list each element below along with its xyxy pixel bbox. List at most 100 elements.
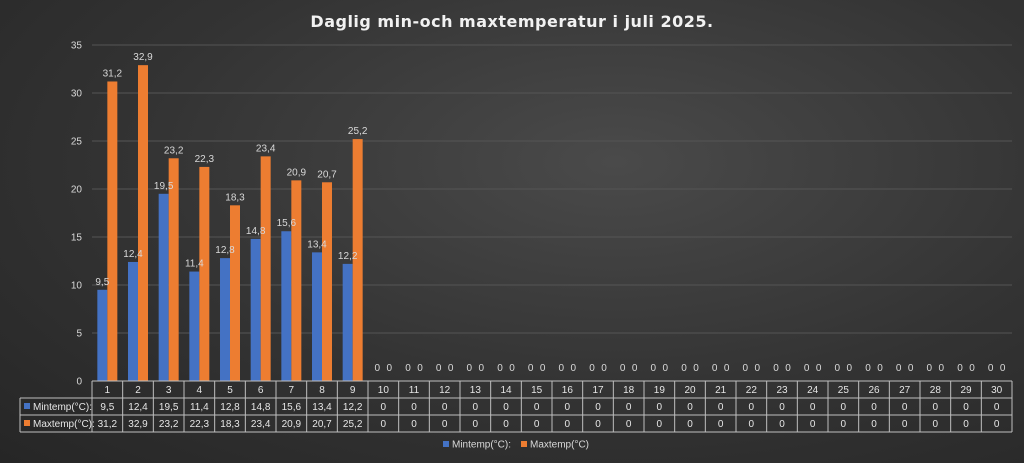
- data-table: 1 2 3 4 5 6 7 8 9 10 11 12 13 14 15 16 17 18 19 20 21 22 23 24 2…: [19, 380, 1013, 433]
- y-tick-label: 0: [76, 377, 82, 388]
- bar-maxtemp: [322, 182, 332, 381]
- table-cell: 32,9: [128, 419, 148, 430]
- table-cell: 14,8: [251, 402, 271, 413]
- bar-maxtemp: [291, 180, 302, 381]
- data-label: 22,3: [195, 154, 215, 165]
- category-label: 10: [378, 385, 390, 396]
- legend-swatch-mintemp: [443, 441, 449, 447]
- table-cell: 0: [718, 402, 724, 413]
- table-cell: 0: [657, 402, 663, 413]
- category-label: 5: [227, 385, 233, 396]
- table-cell: 0: [933, 402, 939, 413]
- table-cell: 0: [963, 402, 969, 413]
- table-cell: 0: [871, 419, 877, 430]
- bar-mintemp: [281, 231, 292, 381]
- data-label: 0: [773, 363, 779, 374]
- bar-maxtemp: [168, 158, 179, 381]
- table-cell: 0: [687, 402, 693, 413]
- category-label: 3: [166, 385, 172, 396]
- bar-maxtemp: [199, 166, 210, 381]
- data-label: 0: [908, 363, 914, 374]
- data-label: 0: [497, 363, 503, 374]
- bar-mintemp: [128, 261, 138, 381]
- table-cell: 0: [411, 419, 417, 430]
- data-label: 9,5: [95, 277, 109, 288]
- y-tick-label: 10: [71, 281, 83, 292]
- bar-mintemp: [97, 289, 108, 381]
- table-cell: 20,9: [282, 419, 302, 430]
- bars: [97, 65, 363, 381]
- data-label: 0: [417, 363, 423, 374]
- table-cell: 12,8: [220, 402, 240, 413]
- table-cell: 0: [841, 419, 847, 430]
- table-cell: 0: [994, 419, 1000, 430]
- table-cell: 0: [565, 419, 571, 430]
- table-cell: 0: [442, 419, 448, 430]
- data-label: 0: [632, 363, 638, 374]
- data-label: 0: [681, 363, 687, 374]
- table-cell: 0: [902, 419, 908, 430]
- table-cell: 0: [810, 419, 816, 430]
- y-tick-label: 30: [71, 89, 83, 100]
- data-label: 23,2: [164, 145, 184, 156]
- category-label: 26: [868, 385, 880, 396]
- data-label: 14,8: [246, 226, 266, 237]
- category-label: 13: [470, 385, 482, 396]
- data-label: 0: [877, 363, 883, 374]
- category-label: 28: [930, 385, 942, 396]
- category-label: 2: [135, 385, 141, 396]
- legend-swatch-maxtemp: [521, 441, 527, 447]
- category-label: 1: [105, 385, 111, 396]
- table-cell: 0: [473, 419, 479, 430]
- table-cell: 23,2: [159, 419, 179, 430]
- data-label: 0: [835, 363, 841, 374]
- table-cell: 25,2: [343, 419, 363, 430]
- data-labels: 9,5 31,2 12,4 32,9 19,5 23,2 11,4 22,3 12,8 18,3 1…: [95, 52, 1006, 374]
- category-label: 15: [531, 385, 543, 396]
- y-tick-label: 25: [71, 137, 83, 148]
- data-label: 0: [693, 363, 699, 374]
- data-label: 0: [387, 363, 393, 374]
- category-label: 29: [960, 385, 972, 396]
- data-label: 31,2: [103, 68, 123, 79]
- data-label: 0: [712, 363, 718, 374]
- category-label: 22: [746, 385, 758, 396]
- category-label: 25: [838, 385, 850, 396]
- data-label: 0: [663, 363, 669, 374]
- y-tick-label: 20: [71, 185, 83, 196]
- table-cell: 0: [779, 419, 785, 430]
- data-label: 13,4: [307, 239, 327, 250]
- category-label: 17: [592, 385, 604, 396]
- data-label: 0: [375, 363, 381, 374]
- category-label: 7: [289, 385, 295, 396]
- table-cell: 9,5: [100, 402, 114, 413]
- table-cell: 0: [381, 419, 387, 430]
- y-tick-label: 35: [71, 41, 83, 52]
- series-key: [24, 420, 30, 426]
- data-label: 0: [743, 363, 749, 374]
- bar-mintemp: [158, 193, 169, 381]
- legend-label-maxtemp: Maxtemp(°C): [530, 440, 589, 451]
- data-label: 0: [847, 363, 853, 374]
- data-label: 0: [620, 363, 626, 374]
- category-label: 18: [623, 385, 635, 396]
- bar-mintemp: [342, 263, 353, 381]
- table-cell: 15,6: [282, 402, 302, 413]
- data-label: 0: [528, 363, 534, 374]
- table-cell: 13,4: [312, 402, 332, 413]
- data-label: 0: [988, 363, 994, 374]
- table-cell: 0: [565, 402, 571, 413]
- table-cell: 19,5: [159, 402, 179, 413]
- category-label: 23: [776, 385, 788, 396]
- data-label: 0: [509, 363, 515, 374]
- table-cell: 0: [657, 419, 663, 430]
- data-label: 32,9: [133, 52, 153, 63]
- data-label: 25,2: [348, 126, 368, 137]
- data-label: 0: [785, 363, 791, 374]
- bar-maxtemp: [352, 139, 363, 381]
- y-axis: 0 5 10 15 20 25 30 35: [71, 41, 83, 388]
- data-label: 0: [448, 363, 454, 374]
- table-cell: 0: [626, 402, 632, 413]
- data-label: 12,4: [123, 249, 143, 260]
